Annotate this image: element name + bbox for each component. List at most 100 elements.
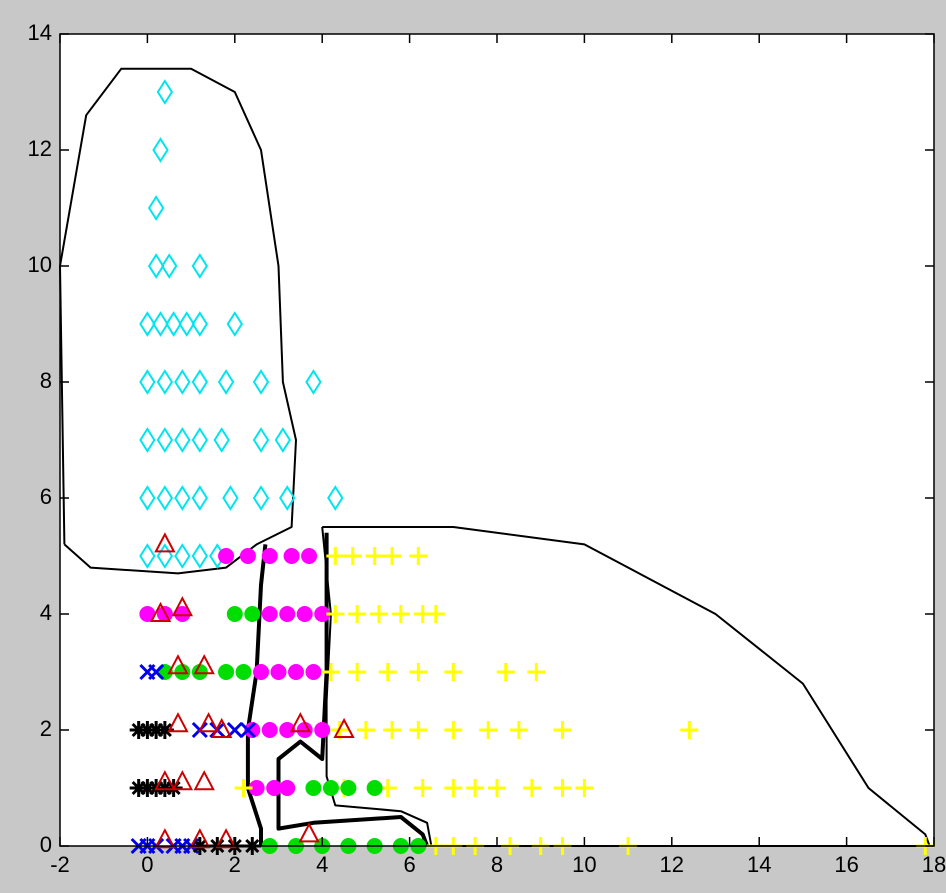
diamond-marker: [156, 369, 174, 395]
plus-marker: [409, 663, 428, 681]
plus-marker: [527, 663, 546, 681]
dot-marker: [261, 548, 278, 564]
plus-marker: [575, 779, 594, 797]
triangle-marker: [189, 828, 211, 849]
triangle-marker: [193, 770, 215, 791]
dot-marker: [296, 722, 313, 738]
dot-marker: [287, 664, 304, 680]
dot-marker: [366, 780, 383, 796]
diamond-marker: [191, 543, 209, 569]
plot-area: [60, 34, 934, 846]
plus-marker: [409, 721, 428, 739]
triangle-marker: [197, 712, 220, 733]
diamond-marker: [174, 485, 191, 511]
x-tick-label: 18: [922, 852, 946, 877]
triangle-marker: [298, 822, 320, 843]
plus-marker: [391, 605, 410, 623]
diamond-marker: [152, 137, 169, 163]
dot-marker: [139, 606, 156, 622]
dot-marker: [244, 606, 261, 622]
diamond-marker: [178, 311, 195, 337]
plus-marker: [378, 663, 397, 681]
dot-marker: [279, 606, 296, 622]
dot-marker: [279, 722, 296, 738]
diamond-marker: [139, 485, 156, 511]
diamond-marker: [147, 253, 165, 279]
plus-marker: [426, 605, 445, 623]
dot-marker: [314, 606, 331, 622]
diamond-marker: [139, 311, 156, 337]
plus-marker: [326, 547, 345, 565]
plus-marker: [370, 605, 389, 623]
plus-marker: [234, 779, 253, 797]
plus-marker: [444, 663, 463, 681]
plus-marker: [444, 779, 463, 797]
y-tick-label: 2: [40, 716, 52, 741]
diamond-marker: [217, 369, 235, 395]
plus-marker: [488, 779, 506, 797]
diamond-marker: [327, 485, 344, 511]
diamond-marker: [156, 485, 174, 511]
plus-marker: [522, 779, 541, 797]
dot-marker: [244, 722, 261, 738]
diamond-marker: [252, 427, 270, 453]
y-tick-label: 10: [28, 252, 52, 277]
diamond-marker: [174, 543, 191, 569]
triangle-marker: [149, 601, 172, 622]
plus-marker: [321, 663, 340, 681]
diamond-marker: [191, 485, 209, 511]
plus-marker: [496, 663, 515, 681]
diamond-marker: [191, 369, 209, 395]
dot-marker: [191, 664, 208, 680]
plus-marker: [680, 721, 699, 739]
x-tick-label: 6: [403, 852, 415, 877]
dot-marker: [296, 606, 313, 622]
dot-marker: [174, 606, 191, 622]
triangle-marker: [154, 828, 176, 849]
diamond-marker: [156, 79, 174, 105]
dot-marker: [305, 780, 322, 796]
x-tick-label: 14: [747, 852, 771, 877]
diamond-marker: [174, 427, 191, 453]
plus-marker: [343, 547, 362, 565]
diamond-marker: [191, 253, 209, 279]
x-tick-label: 10: [572, 852, 596, 877]
x-marker: [239, 721, 256, 739]
plus-marker: [409, 547, 428, 565]
diamond-marker: [252, 485, 270, 511]
dot-marker: [235, 664, 252, 680]
y-tick-label: 8: [40, 368, 52, 393]
y-tick-label: 6: [40, 484, 52, 509]
dot-marker: [270, 664, 287, 680]
plus-marker: [466, 779, 485, 797]
triangle-marker: [154, 532, 176, 553]
dot-marker: [174, 664, 191, 680]
y-tick-label: 4: [40, 600, 52, 625]
plus-marker: [553, 721, 572, 739]
diamond-marker: [174, 369, 191, 395]
triangle-marker: [215, 828, 237, 849]
triangle-marker: [167, 654, 189, 675]
x-tick-label: 16: [834, 852, 858, 877]
plus-marker: [509, 721, 528, 739]
diamond-marker: [213, 427, 230, 453]
dot-marker: [226, 606, 243, 622]
diamond-marker: [147, 195, 165, 221]
dot-marker: [314, 722, 331, 738]
x-marker: [148, 663, 165, 681]
x-tick-label: 8: [491, 852, 503, 877]
x-tick-label: 12: [660, 852, 684, 877]
diamond-marker: [305, 369, 322, 395]
plus-marker: [479, 721, 498, 739]
y-tick-label: 12: [28, 136, 52, 161]
boundary-curve: [59, 67, 297, 575]
x-tick-label: 2: [229, 852, 241, 877]
plus-marker: [383, 547, 402, 565]
star-marker: [155, 721, 174, 739]
diamond-marker: [191, 311, 209, 337]
dot-marker: [248, 780, 265, 796]
plus-marker: [553, 779, 572, 797]
diamond-marker: [139, 427, 156, 453]
triangle-marker: [333, 717, 355, 738]
